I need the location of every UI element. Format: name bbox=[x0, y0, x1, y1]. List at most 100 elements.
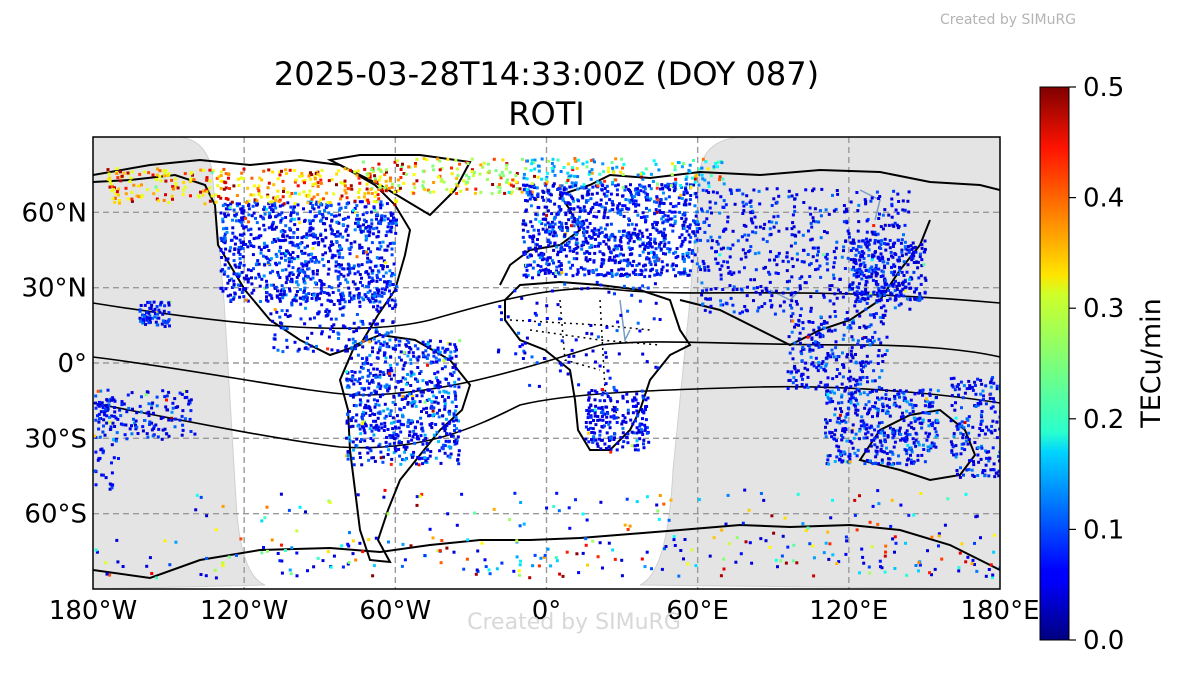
roti-point bbox=[590, 192, 594, 196]
roti-point bbox=[554, 234, 558, 238]
roti-point bbox=[117, 193, 120, 197]
roti-point bbox=[560, 225, 564, 229]
roti-point bbox=[352, 321, 356, 325]
roti-point bbox=[240, 218, 244, 222]
roti-point bbox=[987, 459, 991, 463]
roti-point bbox=[893, 432, 897, 436]
roti-point bbox=[220, 239, 224, 243]
roti-point bbox=[724, 203, 728, 207]
roti-point bbox=[685, 254, 689, 258]
roti-point bbox=[726, 215, 730, 219]
roti-point bbox=[866, 380, 869, 384]
roti-point bbox=[832, 355, 836, 359]
roti-point bbox=[699, 268, 703, 272]
roti-point bbox=[673, 165, 677, 169]
roti-point bbox=[625, 231, 629, 235]
roti-point bbox=[367, 458, 371, 462]
roti-point bbox=[396, 419, 400, 423]
roti-point bbox=[857, 239, 861, 243]
roti-point bbox=[882, 286, 886, 290]
roti-point bbox=[389, 363, 392, 367]
roti-point bbox=[560, 248, 564, 252]
roti-point bbox=[914, 444, 918, 448]
roti-point bbox=[655, 272, 659, 276]
roti-point bbox=[250, 214, 254, 218]
roti-point bbox=[551, 157, 555, 161]
roti-point bbox=[358, 188, 362, 192]
roti-point bbox=[389, 213, 393, 217]
roti-point bbox=[881, 405, 885, 409]
roti-point bbox=[858, 267, 862, 271]
roti-point bbox=[284, 251, 288, 255]
roti-point bbox=[232, 259, 236, 263]
roti-point bbox=[963, 448, 967, 452]
roti-point bbox=[976, 453, 980, 457]
roti-point bbox=[743, 305, 747, 308]
roti-point bbox=[846, 353, 849, 357]
roti-point bbox=[620, 247, 624, 251]
roti-point bbox=[210, 194, 214, 198]
roti-point bbox=[637, 236, 640, 240]
roti-point bbox=[958, 422, 962, 426]
roti-point bbox=[346, 454, 350, 457]
roti-point bbox=[950, 449, 954, 453]
roti-point bbox=[226, 281, 230, 285]
roti-point bbox=[385, 280, 389, 284]
roti-point bbox=[916, 440, 920, 444]
roti-point bbox=[586, 199, 590, 202]
roti-point bbox=[920, 246, 924, 250]
roti-point bbox=[660, 201, 664, 205]
roti-point bbox=[666, 218, 670, 222]
roti-point bbox=[124, 186, 128, 190]
roti-point bbox=[394, 449, 398, 453]
roti-point bbox=[641, 177, 645, 181]
roti-point bbox=[621, 204, 625, 208]
roti-point bbox=[695, 210, 699, 214]
chart-title: 2025-03-28T14:33:00Z (DOY 087) bbox=[273, 55, 820, 93]
roti-point bbox=[878, 195, 882, 198]
roti-point bbox=[545, 175, 549, 179]
roti-point bbox=[643, 187, 647, 191]
roti-point bbox=[231, 218, 234, 222]
roti-point bbox=[404, 377, 407, 381]
roti-point bbox=[607, 245, 611, 249]
roti-point bbox=[722, 228, 726, 232]
roti-point bbox=[295, 280, 299, 284]
roti-point bbox=[320, 168, 324, 172]
roti-point bbox=[372, 227, 376, 231]
roti-point bbox=[345, 202, 349, 206]
roti-point bbox=[369, 210, 373, 214]
roti-point bbox=[422, 450, 426, 454]
roti-point bbox=[882, 434, 886, 437]
roti-point bbox=[327, 285, 331, 289]
roti-point bbox=[270, 223, 274, 227]
roti-point bbox=[162, 174, 166, 178]
roti-point bbox=[279, 292, 283, 296]
roti-point bbox=[890, 204, 894, 208]
roti-point bbox=[998, 415, 1000, 419]
roti-point bbox=[908, 298, 912, 302]
roti-point bbox=[682, 203, 686, 207]
roti-point bbox=[842, 249, 845, 253]
roti-point bbox=[674, 177, 678, 181]
roti-point bbox=[229, 238, 233, 242]
roti-point bbox=[432, 348, 436, 352]
roti-point bbox=[697, 173, 701, 177]
roti-point bbox=[287, 251, 290, 255]
roti-point bbox=[846, 317, 850, 321]
roti-point bbox=[964, 439, 968, 443]
roti-point bbox=[827, 462, 831, 466]
roti-point bbox=[825, 362, 828, 366]
roti-point bbox=[715, 191, 719, 195]
roti-point bbox=[808, 349, 812, 353]
roti-point bbox=[382, 218, 386, 222]
roti-point bbox=[242, 240, 245, 244]
roti-point bbox=[806, 386, 810, 389]
roti-point bbox=[538, 256, 542, 260]
roti-point bbox=[854, 353, 857, 356]
roti-point bbox=[351, 440, 355, 444]
roti-point bbox=[165, 174, 169, 178]
roti-point bbox=[347, 247, 351, 251]
roti-point bbox=[412, 191, 416, 195]
roti-point bbox=[346, 280, 350, 284]
